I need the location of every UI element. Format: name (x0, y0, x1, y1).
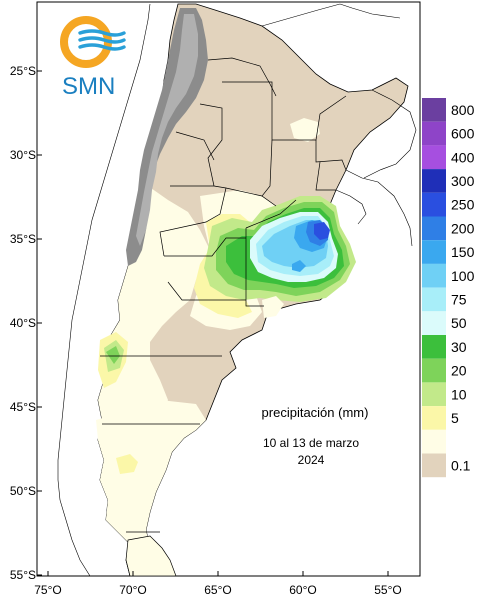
legend-swatch (422, 145, 446, 170)
latitude-labels: 25°S 30°S 35°S 40°S 45°S 50°S 55°S (10, 64, 36, 582)
legend-labels: 800 600 400 300 250 200 150 100 75 50 30 20 10 5 0.1 (451, 102, 475, 474)
lat-label-40: 40°S (10, 316, 36, 330)
tierra-del-fuego (125, 535, 177, 576)
legend-label: 10 (451, 386, 467, 402)
precip-20mm-west (106, 346, 120, 364)
legend-swatch (422, 263, 446, 288)
precip-trace-northeast (290, 118, 320, 142)
logo-waves-icon (78, 29, 126, 51)
lat-label-55: 55°S (10, 568, 36, 582)
legend-swatch (422, 311, 446, 335)
legend-swatch (422, 287, 446, 312)
precip-150mm-spot (292, 260, 306, 272)
map-layers (57, 3, 417, 576)
legend-label: 30 (451, 339, 467, 355)
lon-label-65: 65°O (204, 583, 231, 597)
annotation-variable: precipitación (mm) (262, 405, 369, 420)
legend-label: 5 (451, 410, 459, 426)
legend-swatch (422, 453, 446, 478)
legend-label: 20 (451, 363, 467, 379)
lon-label-75: 75°O (34, 583, 61, 597)
lat-label-50: 50°S (10, 484, 36, 498)
annotation-year: 2024 (298, 453, 325, 467)
lon-label-70: 70°O (119, 583, 146, 597)
logo-text: SMN (62, 73, 115, 100)
precip-250mm (314, 222, 330, 240)
legend-label: 300 (451, 173, 475, 189)
map-annotation: precipitación (mm) 10 al 13 de marzo 202… (262, 405, 369, 467)
province-borders (100, 57, 347, 533)
legend-label: 800 (451, 102, 475, 118)
annotation-period: 10 al 13 de marzo (263, 436, 359, 450)
trace-precip-patagonia (96, 400, 206, 576)
legend-swatch (422, 169, 446, 193)
legend-swatch (422, 335, 446, 359)
legend-swatch (422, 98, 446, 122)
legend-swatch (422, 216, 446, 241)
lon-label-55: 55°O (374, 583, 401, 597)
legend-label: 600 (451, 126, 475, 142)
lon-label-60: 60°O (289, 583, 316, 597)
legend-label: 250 (451, 197, 475, 213)
precip-5mm-south (116, 454, 138, 474)
lat-label-35: 35°S (10, 232, 36, 246)
legend-label: 150 (451, 244, 475, 260)
legend-label: 200 (451, 220, 475, 236)
precip-trace-east (262, 296, 284, 318)
legend-label: 50 (451, 315, 467, 331)
legend-swatch (422, 121, 446, 146)
legend-color-bar (422, 98, 446, 478)
legend-swatch (422, 240, 446, 264)
legend-swatch (422, 406, 446, 430)
smn-logo: SMN (60, 16, 126, 100)
legend-label: 0.1 (451, 457, 471, 473)
legend-swatch (422, 429, 446, 454)
legend-label: 400 (451, 149, 475, 165)
andes-relief-highlight (136, 14, 198, 246)
longitude-labels: 75°O 70°O 65°O 60°O 55°O (34, 583, 401, 597)
lat-label-30: 30°S (10, 148, 36, 162)
legend-label: 100 (451, 268, 475, 284)
legend-swatch (422, 358, 446, 383)
lat-label-45: 45°S (10, 400, 36, 414)
legend-swatch (422, 192, 446, 217)
legend-label: 75 (451, 292, 467, 308)
neighbor-borders (57, 3, 417, 576)
lat-label-25: 25°S (10, 64, 36, 78)
legend-swatch (422, 382, 446, 407)
axis-ticks (37, 70, 389, 576)
